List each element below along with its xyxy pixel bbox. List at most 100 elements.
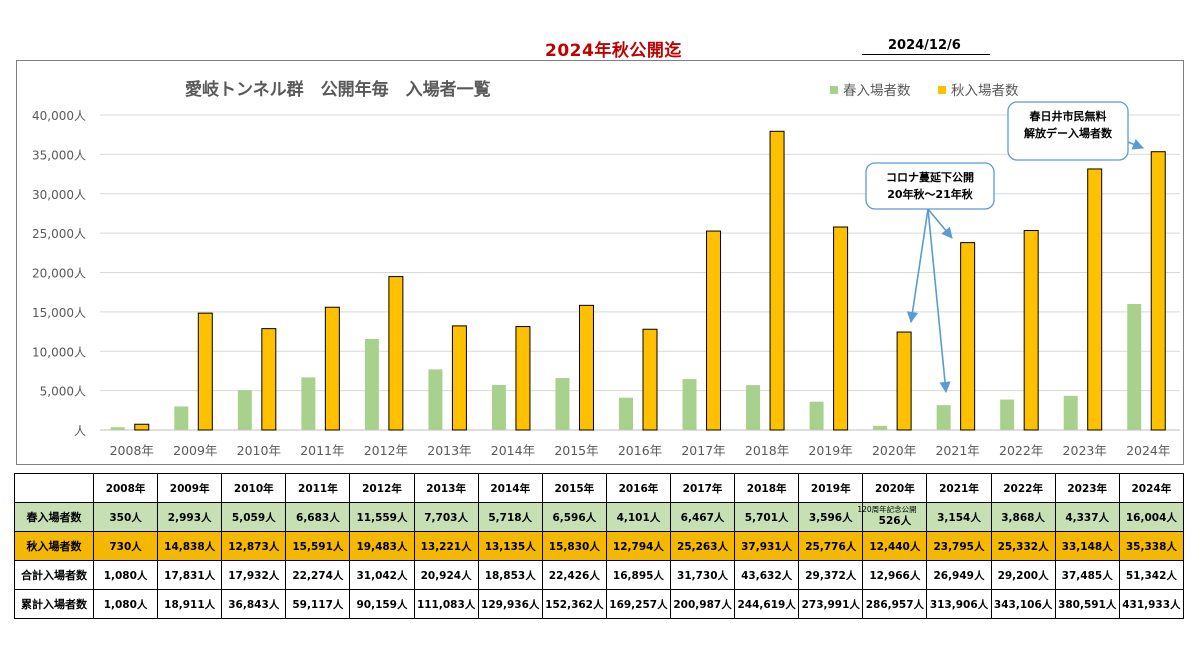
table-cell: 13,135人 bbox=[477, 531, 543, 561]
table-cell: 12,966人 bbox=[862, 560, 928, 590]
bar-spring bbox=[110, 427, 125, 430]
table-row: 春入場者数 350人 2,993人 5,059人 6,683人 11,559人 7,703人… bbox=[14, 502, 1185, 532]
bar-spring bbox=[237, 390, 252, 430]
table-cell: 244,619人 bbox=[734, 589, 800, 619]
table-cell: 25,776人 bbox=[798, 531, 864, 561]
bar-autumn bbox=[896, 331, 912, 431]
x-tick-label: 2023年 bbox=[1063, 443, 1107, 458]
table-cell: 2,993人 bbox=[157, 502, 223, 532]
bar-autumn bbox=[1023, 230, 1039, 431]
y-tick-label: 20,000人 bbox=[32, 267, 86, 281]
table-row-label: 秋入場者数 bbox=[14, 531, 94, 561]
table-cell: 25,263人 bbox=[669, 531, 736, 561]
annotation-box bbox=[865, 162, 995, 210]
annotation-text: 春日井市民無料 bbox=[1030, 109, 1107, 123]
table-row: 累計入場者数 1,080人 18,911人 36,843人 59,117人 90,159人… bbox=[14, 589, 1185, 619]
table-corner-cell bbox=[14, 473, 94, 503]
table-year-header: 2009年 bbox=[157, 473, 223, 503]
bar-spring bbox=[428, 369, 443, 430]
annotation-arrow bbox=[927, 208, 953, 239]
bar-autumn bbox=[324, 306, 340, 431]
x-tick-label: 2011年 bbox=[300, 443, 344, 458]
bar-autumn bbox=[706, 230, 722, 431]
table-row: 合計入場者数 1,080人 17,831人 17,932人 22,274人 31,042人… bbox=[14, 560, 1185, 590]
annotation-text: 20年秋～21年秋 bbox=[887, 187, 974, 201]
table-cell: 343,106人 bbox=[990, 589, 1056, 619]
bar-autumn bbox=[451, 325, 467, 431]
table-cell: 19,483人 bbox=[349, 531, 415, 561]
table-cell: 31,730人 bbox=[669, 560, 736, 590]
x-tick-label: 2019年 bbox=[808, 443, 852, 458]
table-cell: 12,873人 bbox=[221, 531, 287, 561]
y-tick-label: 10,000人 bbox=[32, 345, 86, 359]
table-cell: 7,703人 bbox=[413, 502, 479, 532]
bar-autumn bbox=[833, 226, 849, 431]
table-year-header: 2022年 bbox=[990, 473, 1056, 503]
table-row-label: 合計入場者数 bbox=[14, 560, 94, 590]
table-cell: 6,467人 bbox=[669, 502, 736, 532]
table-cell: 15,830人 bbox=[541, 531, 607, 561]
bar-autumn bbox=[769, 130, 785, 431]
y-tick-label: 15,000人 bbox=[32, 306, 86, 320]
bar-autumn bbox=[642, 328, 658, 431]
bar-spring bbox=[555, 378, 570, 430]
table-cell: 20,924人 bbox=[413, 560, 479, 590]
bar-autumn bbox=[261, 328, 277, 431]
chart-title: 愛岐トンネル群 公開年毎 入場者一覧 bbox=[185, 79, 491, 100]
annotation-arrow bbox=[927, 208, 951, 394]
table-cell: 43,632人 bbox=[734, 560, 800, 590]
table-cell: 18,853人 bbox=[477, 560, 543, 590]
table-cell: 17,932人 bbox=[221, 560, 287, 590]
x-tick-label: 2008年 bbox=[110, 443, 154, 458]
table-cell: 14,838人 bbox=[157, 531, 223, 561]
table-year-header: 2017年 bbox=[669, 473, 736, 503]
table-cell: 17,831人 bbox=[157, 560, 223, 590]
cell-note: 120周年記念公開 bbox=[857, 505, 917, 514]
table-cell: 3,868人 bbox=[990, 502, 1056, 532]
table-cell: 90,159人 bbox=[349, 589, 415, 619]
table-cell: 129,936人 bbox=[477, 589, 543, 619]
table-year-header: 2024年 bbox=[1118, 473, 1185, 503]
annotation-text: コロナ蔓延下公開 bbox=[886, 170, 974, 184]
table-year-header: 2019年 bbox=[798, 473, 864, 503]
visitor-bar-chart: 人 5,000人 10,000人 15,000人 20,000人 25,000人 30,00… bbox=[32, 79, 1180, 458]
table-cell: 350人 bbox=[92, 502, 159, 532]
table-cell: 51,342人 bbox=[1118, 560, 1185, 590]
table-cell: 5,059人 bbox=[221, 502, 287, 532]
table-cell: 3,154人 bbox=[926, 502, 992, 532]
table-cell: 12,440人 bbox=[862, 531, 928, 561]
legend-label: 秋入場者数 bbox=[951, 83, 1019, 99]
table-cell: 313,906人 bbox=[926, 589, 992, 619]
report-date: 2024/12/6 bbox=[862, 38, 990, 55]
table-cell: 431,933人 bbox=[1118, 589, 1185, 619]
bar-spring bbox=[364, 338, 379, 430]
x-tick-label: 2015年 bbox=[554, 443, 598, 458]
annotation-text: 解放デー入場者数 bbox=[1024, 126, 1113, 140]
table-cell: 12,794人 bbox=[605, 531, 671, 561]
table-cell: 13,221人 bbox=[413, 531, 479, 561]
table-cell: 25,332人 bbox=[990, 531, 1056, 561]
table-cell: 730人 bbox=[92, 531, 159, 561]
legend-swatch bbox=[938, 86, 946, 94]
x-tick-label: 2016年 bbox=[618, 443, 662, 458]
page-title: 2024年秋公開迄 bbox=[545, 41, 682, 61]
table-cell: 6,683人 bbox=[285, 502, 351, 532]
annotation-box bbox=[1007, 101, 1129, 161]
table-row-label: 春入場者数 bbox=[14, 502, 94, 532]
table-cell: 111,083人 bbox=[413, 589, 479, 619]
bar-autumn bbox=[1150, 151, 1166, 431]
x-tick-label: 2024年 bbox=[1126, 443, 1170, 458]
bar-spring bbox=[1063, 395, 1078, 430]
table-cell: 15,591人 bbox=[285, 531, 351, 561]
table-cell: 4,337人 bbox=[1054, 502, 1120, 532]
table-row-label: 累計入場者数 bbox=[14, 589, 94, 619]
table-cell: 6,596人 bbox=[541, 502, 607, 532]
table-cell: 5,701人 bbox=[734, 502, 800, 532]
table-cell: 23,795人 bbox=[926, 531, 992, 561]
table-cell: 31,042人 bbox=[349, 560, 415, 590]
bar-spring bbox=[746, 385, 761, 430]
legend-swatch bbox=[830, 86, 838, 94]
x-tick-label: 2020年 bbox=[872, 443, 916, 458]
table-cell: 26,949人 bbox=[926, 560, 992, 590]
x-tick-label: 2017年 bbox=[681, 443, 725, 458]
